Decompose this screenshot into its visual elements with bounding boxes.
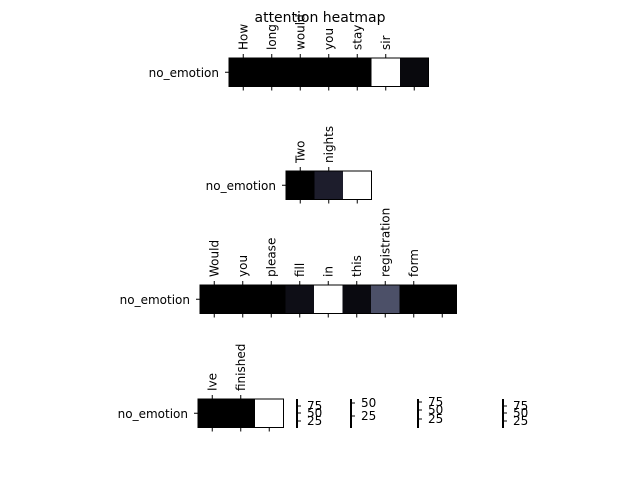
heatmap-cell	[399, 285, 429, 314]
token-label: please	[264, 238, 278, 277]
heatmap-cell	[428, 285, 457, 314]
colorbar-tick-label: 75	[513, 399, 528, 413]
heatmap-cell	[255, 399, 284, 428]
token-label: you	[322, 28, 336, 50]
heatmap-cell	[200, 285, 229, 314]
token-label: long	[265, 24, 279, 50]
colorbar-tick-label: 50	[428, 403, 443, 417]
heatmap-cell	[226, 399, 256, 428]
heatmap-cell	[371, 285, 400, 314]
heatmap-row: Ive finished no_emotion	[118, 344, 284, 432]
heatmap-cell	[285, 285, 315, 314]
heatmap-row: Would you please fill in this registration form…	[120, 208, 457, 318]
heatmap-cell	[342, 285, 372, 314]
token-label: registration	[378, 208, 392, 277]
heatmap-cell	[314, 171, 344, 200]
token-label: Would	[207, 240, 221, 277]
heatmap-cell	[257, 285, 286, 314]
heatmap-cell	[198, 399, 227, 428]
token-label: form	[407, 249, 421, 277]
heatmap-row: Two nights no_emotion	[206, 126, 372, 204]
token-label: nights	[322, 126, 336, 163]
colorbar-tick-label: 75	[307, 399, 322, 413]
token-label: Ive	[205, 373, 219, 391]
heatmap-cell	[286, 171, 315, 200]
heatmap-cell	[314, 58, 344, 87]
colorbar-tick-label: 50	[361, 396, 376, 410]
token-label: in	[321, 266, 335, 277]
token-label: stay	[350, 25, 364, 50]
token-label: Two	[293, 141, 307, 165]
heatmap-cell	[229, 58, 258, 87]
heatmap-cell	[314, 285, 343, 314]
heatmap-cell	[400, 58, 429, 87]
colorbar-tick-label: 75	[428, 395, 443, 409]
heatmap-cell	[286, 58, 315, 87]
colorbar-tick-label: 25	[361, 409, 376, 423]
heatmap-cell	[228, 285, 258, 314]
heatmap-row: How long would you stay sir no_emotion	[149, 14, 429, 91]
colorbar-tick-label: 50	[307, 406, 322, 420]
colorbar-tick-label: 25	[513, 414, 528, 428]
token-label: finished	[234, 344, 248, 391]
heatmap-cell	[371, 58, 401, 87]
token-label: sir	[379, 35, 393, 50]
colorbar-tick-label: 25	[428, 412, 443, 426]
token-label: How	[236, 24, 250, 50]
token-label: this	[350, 255, 364, 277]
token-label: would	[293, 14, 307, 50]
row-label: no_emotion	[118, 407, 188, 421]
heatmap-cell	[343, 58, 372, 87]
token-label: you	[236, 255, 250, 277]
row-label: no_emotion	[206, 179, 276, 193]
chart-title: attention heatmap	[255, 10, 386, 26]
row-label: no_emotion	[149, 66, 219, 80]
colorbar-tick-label: 25	[307, 414, 322, 428]
token-label: fill	[293, 263, 307, 277]
heatmap-cell	[257, 58, 287, 87]
row-label: no_emotion	[120, 293, 190, 307]
colorbar-tick-label: 50	[513, 406, 528, 420]
heatmap-cell	[343, 171, 372, 200]
